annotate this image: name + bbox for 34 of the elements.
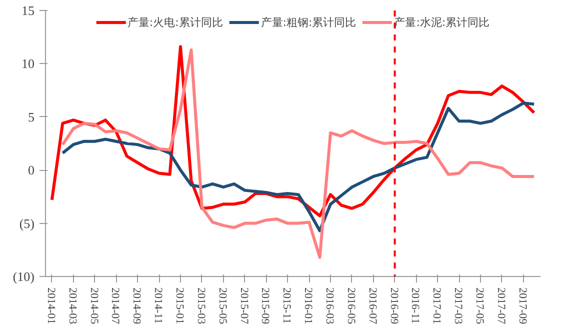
line-series [61, 48, 536, 259]
x-tick-label: 2017-09 [516, 288, 528, 325]
x-tick-label: 2017-05 [474, 288, 486, 325]
x-tick-label: 2017-07 [494, 288, 507, 325]
x-tick-label: 2016-05 [344, 288, 357, 325]
x-tick-label: 2014-05 [88, 288, 100, 325]
legend-label: 产量:火电:累计同比 [127, 14, 223, 30]
y-tick-label: (5) [19, 216, 35, 231]
x-tick-label: 2017-01 [430, 288, 443, 324]
x-tick-label: 2015-11 [280, 288, 293, 324]
legend-label: 产量:粗钢:累计同比 [260, 14, 356, 30]
y-tick-label: 10 [22, 56, 34, 72]
x-tick-label: 2015-09 [259, 288, 272, 325]
x-tick-label: 2014-09 [130, 288, 143, 325]
y-tick-label: 0 [28, 162, 34, 178]
x-tick-label: 2016-03 [324, 288, 336, 325]
x-tick-label: 2015-05 [216, 288, 228, 325]
x-tick-label: 2014-11 [152, 288, 164, 324]
x-tick-label: 2016-09 [388, 288, 400, 325]
line-series [61, 102, 536, 232]
x-tick-label: 2014-03 [66, 288, 78, 325]
x-tick-label: 2015-03 [194, 288, 207, 325]
y-tick-label: 5 [28, 109, 34, 124]
x-tick-label: 2016-01 [302, 288, 314, 324]
x-tick-label: 2016-11 [409, 288, 422, 324]
legend-label: 产量:水泥:累计同比 [394, 14, 490, 30]
x-tick-label: 2016-07 [366, 288, 378, 325]
x-tick-label: 2015-07 [238, 288, 250, 325]
x-tick-label: 2014-07 [109, 288, 122, 325]
y-tick-label: (10) [12, 269, 35, 284]
x-tick-label: 2014-01 [44, 288, 57, 324]
x-tick-label: 2015-01 [174, 288, 186, 324]
x-tick-label: 2017-03 [452, 288, 464, 325]
y-tick-label: 15 [22, 3, 34, 18]
